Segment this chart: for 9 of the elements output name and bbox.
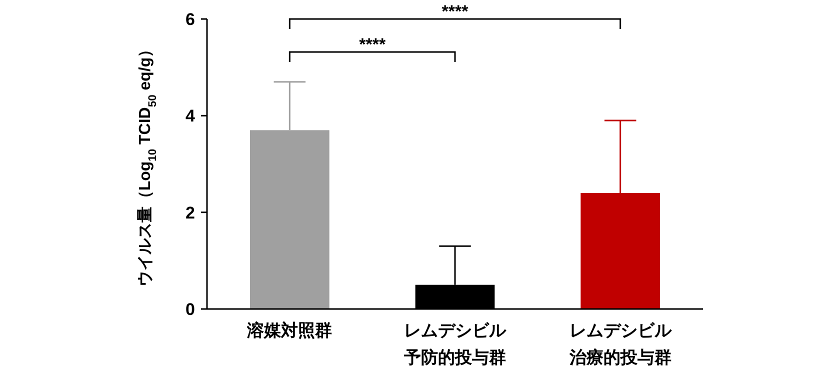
- annotation: ****: [442, 2, 469, 21]
- y-tick-label: 6: [186, 10, 195, 29]
- y-tick-label: 4: [186, 106, 196, 126]
- x-tick-label: 溶媒対照群: [246, 321, 332, 340]
- y-tick-label: 0: [186, 300, 195, 319]
- x-tick-label: レムデシビル予防的投与群: [403, 321, 507, 367]
- y-tick-label: 2: [186, 203, 195, 222]
- annotation: ****: [359, 35, 386, 54]
- x-tick-label: レムデシビル治療的投与群: [568, 321, 672, 367]
